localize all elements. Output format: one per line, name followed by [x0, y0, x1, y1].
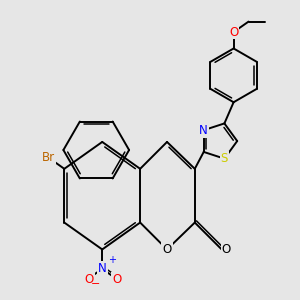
- Text: S: S: [221, 152, 228, 165]
- Text: −: −: [91, 279, 100, 289]
- Text: N: N: [199, 124, 208, 137]
- Text: +: +: [108, 255, 116, 265]
- Text: Br: Br: [42, 151, 55, 164]
- Text: O: O: [84, 273, 94, 286]
- Text: O: O: [229, 26, 238, 38]
- Text: N: N: [98, 262, 106, 275]
- Text: O: O: [112, 273, 122, 286]
- Text: O: O: [162, 243, 172, 256]
- Text: O: O: [221, 243, 231, 256]
